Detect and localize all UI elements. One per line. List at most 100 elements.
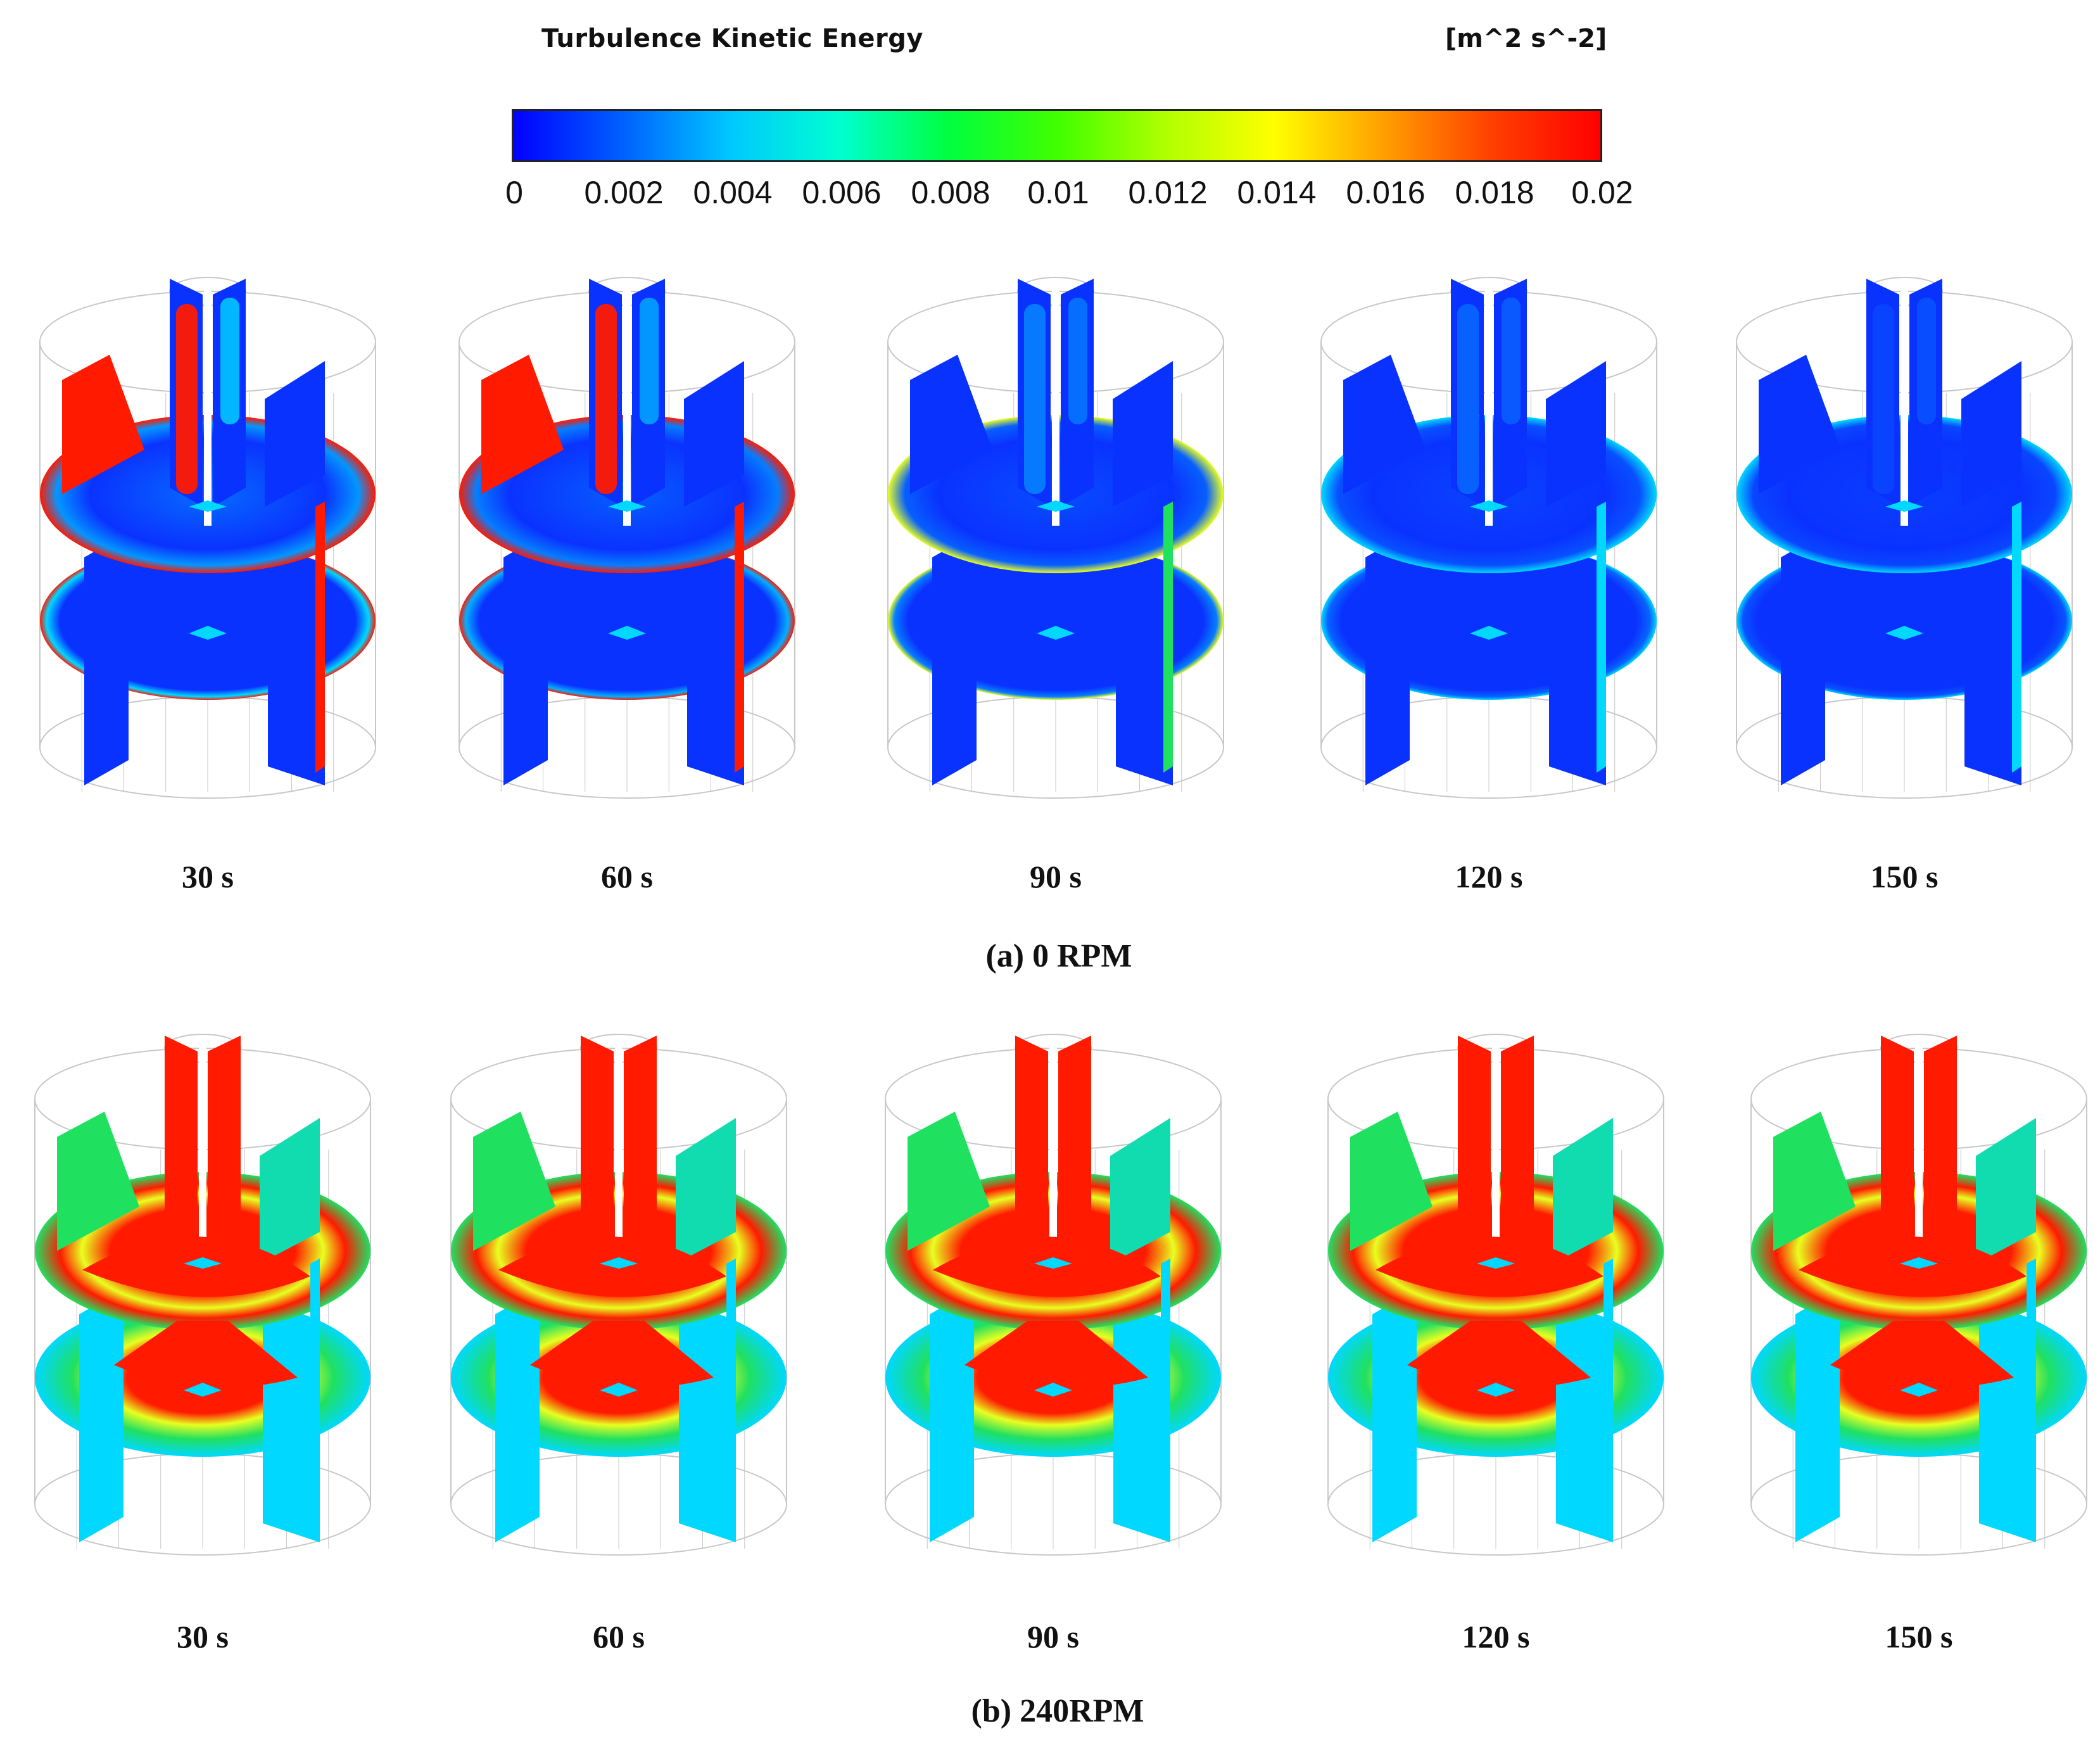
colorbar-tick: 0.01 <box>1027 175 1089 210</box>
impeller-hub-lower <box>189 626 227 640</box>
contour-plane-front <box>1603 1259 1613 1530</box>
contour-plume <box>1887 1061 1909 1251</box>
colorbar-tick: 0.008 <box>911 175 990 210</box>
contour-plume <box>1917 298 1936 424</box>
tank-contour-panel <box>1320 277 1657 799</box>
contour-baffle-upper-left <box>1343 355 1426 494</box>
colorbar-tick: 0.02 <box>1571 175 1633 210</box>
contour-plume <box>595 304 617 494</box>
contour-baffle-upper-left <box>908 1112 990 1251</box>
impeller-hub-lower <box>1900 1383 1938 1397</box>
time-label: 120 s <box>1455 859 1523 894</box>
impeller-hub-upper <box>1037 500 1075 512</box>
contour-baffle-upper-left <box>57 1112 139 1251</box>
tank-contour-panel <box>1750 1034 2087 1556</box>
contour-baffle-lower-left <box>495 1289 540 1542</box>
contour-baffle-upper-right <box>1113 361 1173 507</box>
colorbar-tick: 0.002 <box>584 175 664 210</box>
contour-baffle-upper-left <box>473 1112 555 1251</box>
contour-baffle-lower-right <box>1964 545 2021 785</box>
contour-plume <box>1022 1061 1043 1251</box>
contour-plane-front <box>1163 502 1173 773</box>
colorbar-tick: 0.006 <box>802 175 882 210</box>
shaft-gap <box>615 1042 623 1283</box>
contour-hot-region-lower <box>114 1321 298 1388</box>
contour-baffle-upper-right <box>1546 361 1606 507</box>
contour-plume <box>1464 1061 1486 1251</box>
shaft-gap <box>199 1042 206 1283</box>
time-label: 30 s <box>182 859 234 894</box>
contour-plume <box>220 298 239 424</box>
impeller-hub-lower <box>1037 626 1075 640</box>
contour-plane-front <box>735 502 744 773</box>
contour-hot-region-lower <box>1407 1321 1591 1388</box>
time-label: 60 s <box>601 859 653 894</box>
contour-plane-front <box>726 1259 736 1530</box>
time-label: 30 s <box>177 1619 229 1654</box>
panel-caption-a: (a) 0 RPM <box>985 938 1132 974</box>
impeller-hub-upper <box>189 500 227 512</box>
contour-baffle-upper-right <box>1553 1118 1613 1264</box>
time-label: 150 s <box>1870 859 1939 894</box>
contour-baffle-lower-right <box>687 545 744 785</box>
contour-baffle-upper-right <box>1976 1118 2036 1264</box>
contour-baffle-lower-left <box>932 532 977 785</box>
contour-plume <box>640 298 659 424</box>
contour-plume <box>171 1061 193 1251</box>
contour-plane-front <box>1597 502 1606 773</box>
impeller-hub-lower <box>1034 1383 1072 1397</box>
impeller-hub-lower <box>1477 1383 1515 1397</box>
impeller-hub-lower <box>608 626 646 640</box>
tank-contour-panel <box>39 277 376 799</box>
shaft-gap <box>1492 1042 1500 1283</box>
contour-plume <box>215 1055 234 1181</box>
time-label: 90 s <box>1027 1619 1079 1654</box>
impeller-hub-upper <box>184 1257 222 1269</box>
contour-plume <box>1066 1055 1085 1181</box>
shaft-gap <box>204 285 212 526</box>
shaft-gap <box>1915 1042 1923 1283</box>
contour-plume <box>1024 304 1046 494</box>
shaft-gap <box>1049 1042 1057 1283</box>
time-label: 90 s <box>1030 859 1082 894</box>
impeller-hub-lower <box>1885 626 1923 640</box>
contour-baffle-upper-left <box>1773 1112 1856 1251</box>
colorbar-gradient <box>512 109 1602 162</box>
colorbar-tick: 0.014 <box>1237 175 1317 210</box>
impeller-hub-upper <box>600 1257 638 1269</box>
contour-baffle-upper-right <box>1110 1118 1170 1264</box>
impeller-hub-upper <box>1034 1257 1072 1269</box>
contour-plume <box>176 304 198 494</box>
contour-baffle-lower-left <box>503 532 548 785</box>
impeller-hub-upper <box>1900 1257 1938 1269</box>
contour-plane-front <box>1161 1259 1170 1530</box>
colorbar-title: Turbulence Kinetic Energy <box>541 24 923 53</box>
contour-plane-front <box>315 502 325 773</box>
colorbar-tick: 0.018 <box>1455 175 1534 210</box>
contour-plane-front <box>310 1259 320 1530</box>
shaft-gap <box>1052 285 1059 526</box>
contour-baffle-lower-left <box>1795 1289 1840 1542</box>
impeller-hub-upper <box>608 500 646 512</box>
contour-hot-region-lower <box>1830 1321 2014 1388</box>
contour-hot-region-lower <box>965 1321 1148 1388</box>
impeller-hub-upper <box>1470 500 1508 512</box>
contour-plume <box>1457 304 1479 494</box>
colorbar-unit: [m^2 s^-2] <box>1445 24 1607 53</box>
contour-baffle-lower-left <box>930 1289 974 1542</box>
shaft-gap <box>1485 285 1493 526</box>
shaft-gap <box>1901 285 1908 526</box>
contour-plume <box>1068 298 1087 424</box>
colorbar-tick: 0.016 <box>1346 175 1426 210</box>
contour-baffle-lower-right <box>1116 545 1173 785</box>
contour-baffle-upper-left <box>62 355 144 494</box>
impeller-hub-upper <box>1477 1257 1515 1269</box>
contour-hot-region-lower <box>530 1321 714 1388</box>
panel-caption-b: (b) 240RPM <box>971 1693 1144 1729</box>
contour-baffle-upper-right <box>1961 361 2021 507</box>
contour-baffle-lower-right <box>1549 545 1606 785</box>
contour-baffle-lower-left <box>79 1289 123 1542</box>
time-label: 60 s <box>593 1619 645 1654</box>
tank-contour-panel <box>1327 1034 1664 1556</box>
impeller-hub-lower <box>1470 626 1508 640</box>
